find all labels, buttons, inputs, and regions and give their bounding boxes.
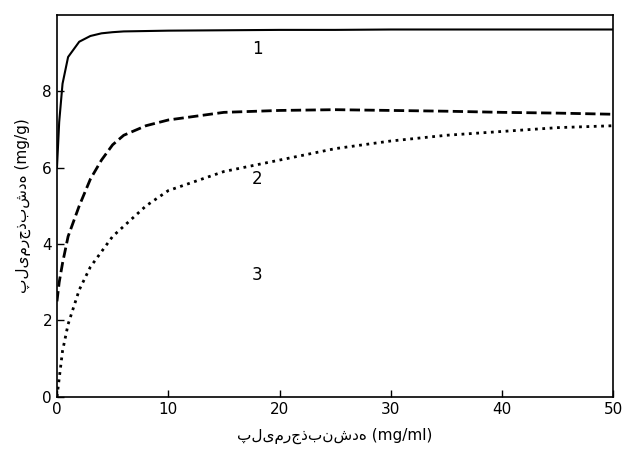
Text: 3: 3	[252, 266, 263, 284]
Text: 2: 2	[252, 170, 263, 188]
Text: 1: 1	[252, 40, 263, 58]
Y-axis label: پلیمرجذب‌شده (mg/g): پلیمرجذب‌شده (mg/g)	[15, 118, 31, 293]
X-axis label: پلیمرجذب‌نشده (mg/ml): پلیمرجذب‌نشده (mg/ml)	[237, 428, 433, 444]
